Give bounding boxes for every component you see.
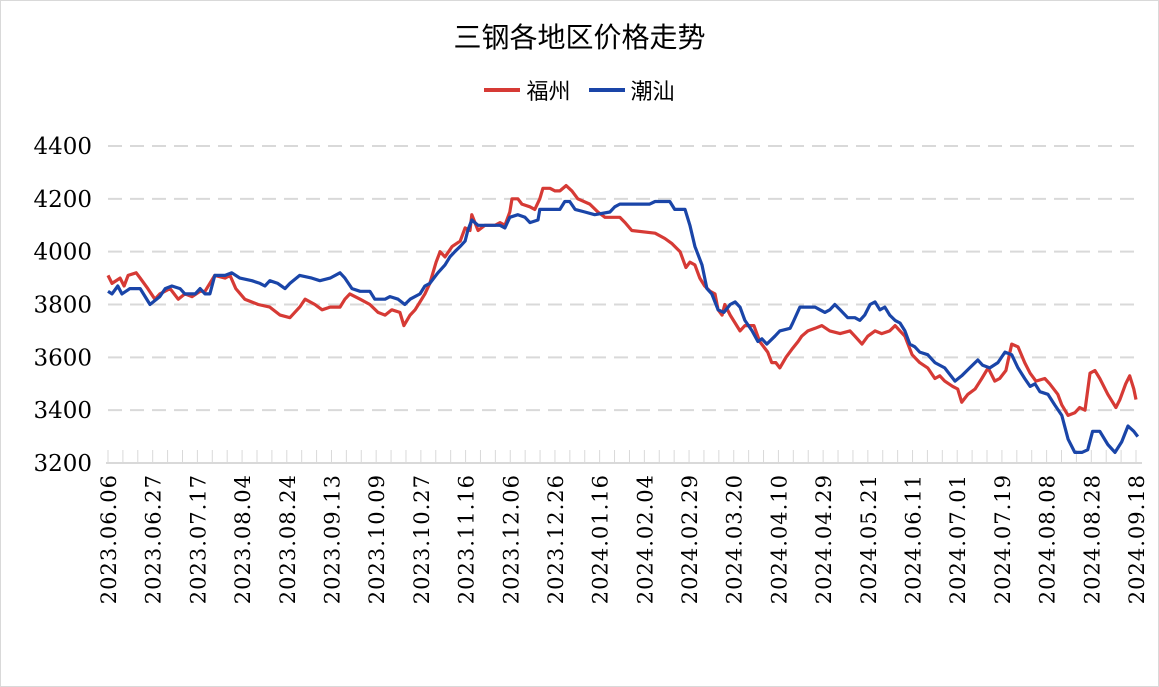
series-line-chaoshan bbox=[107, 199, 1140, 454]
x-tick-label: 2024.04.29 bbox=[812, 474, 836, 604]
x-tick-label: 2023.12.06 bbox=[499, 474, 523, 604]
x-tick-label: 2024.05.21 bbox=[857, 474, 881, 604]
y-tick-label: 4200 bbox=[33, 187, 92, 213]
x-tick-label: 2023.07.17 bbox=[186, 474, 210, 604]
x-tick-label: 2024.08.08 bbox=[1036, 474, 1060, 604]
x-tick-label: 2023.10.27 bbox=[410, 474, 434, 604]
x-tick-label: 2024.07.19 bbox=[991, 474, 1015, 604]
x-tick-label: 2024.04.10 bbox=[767, 474, 791, 604]
x-tick-label: 2023.08.04 bbox=[231, 474, 255, 604]
x-tick-label: 2024.02.29 bbox=[678, 474, 702, 604]
x-tick-label: 2024.03.20 bbox=[723, 474, 747, 604]
x-tick-label: 2023.10.09 bbox=[365, 474, 389, 604]
x-tick-label: 2024.07.01 bbox=[946, 474, 970, 604]
legend: 福州 潮汕 bbox=[0, 74, 1159, 106]
legend-label-fuzhou: 福州 bbox=[526, 80, 571, 105]
y-tick-label: 4400 bbox=[33, 134, 92, 160]
legend-swatch-chaoshan bbox=[588, 88, 625, 92]
x-tick-label: 2024.09.18 bbox=[1125, 474, 1149, 604]
y-tick-label: 3800 bbox=[33, 293, 92, 319]
legend-item-chaoshan: 潮汕 bbox=[588, 74, 675, 106]
x-tick-label: 2023.06.27 bbox=[142, 474, 166, 604]
y-tick-label: 3600 bbox=[33, 345, 92, 371]
x-tick-label: 2024.01.16 bbox=[589, 474, 613, 604]
x-tick-label: 2023.11.16 bbox=[455, 474, 479, 604]
chart-title: 三钢各地区价格走势 bbox=[453, 21, 706, 54]
x-tick-label: 2023.08.24 bbox=[276, 474, 300, 604]
x-tick-label: 2023.09.13 bbox=[320, 474, 344, 604]
legend-item-fuzhou: 福州 bbox=[484, 74, 571, 106]
y-tick-label: 4000 bbox=[33, 240, 92, 266]
series-line-fuzhou bbox=[106, 184, 1138, 417]
legend-label-chaoshan: 潮汕 bbox=[630, 80, 675, 105]
y-tick-label: 3400 bbox=[33, 398, 92, 424]
x-tick-label: 2024.08.28 bbox=[1080, 474, 1104, 604]
y-tick-label: 3200 bbox=[33, 451, 92, 477]
x-tick-label: 2024.06.11 bbox=[902, 474, 926, 604]
legend-swatch-fuzhou bbox=[484, 88, 521, 92]
x-tick-label: 2024.02.04 bbox=[633, 474, 657, 604]
x-tick-label: 2023.12.26 bbox=[544, 474, 568, 604]
x-tick-label: 2023.06.06 bbox=[97, 474, 121, 604]
